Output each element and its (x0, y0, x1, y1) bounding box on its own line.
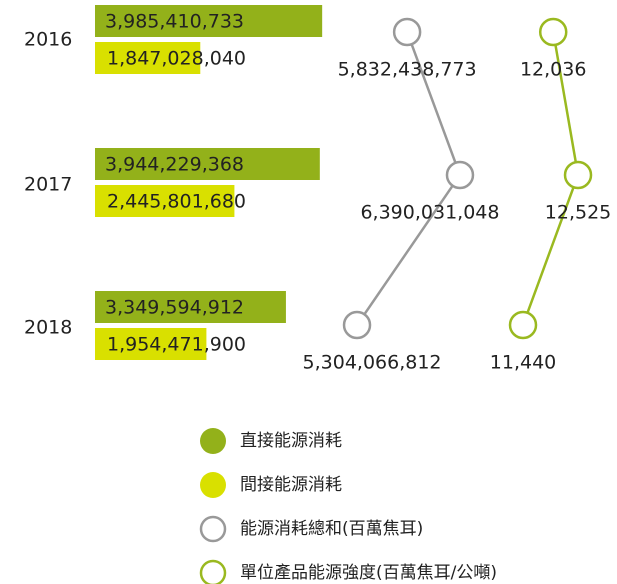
legend-text: 能源消耗總和(百萬焦耳) (240, 519, 423, 539)
point (445, 160, 475, 190)
point (392, 17, 422, 47)
year-label: 2018 (24, 317, 72, 339)
legend-marker (199, 515, 227, 543)
bar-label: 2,445,801,680 (107, 191, 246, 213)
point (538, 17, 568, 47)
legend-marker (200, 472, 226, 498)
point (342, 310, 372, 340)
point-label: 5,304,066,812 (303, 352, 442, 374)
bar-label: 3,349,594,912 (105, 297, 244, 319)
point (508, 310, 538, 340)
legend-text: 單位產品能源強度(百萬焦耳/公噸) (240, 563, 497, 583)
bar-label: 1,954,471,900 (107, 334, 246, 356)
point-label: 5,832,438,773 (338, 59, 477, 81)
year-label: 2017 (24, 174, 72, 196)
legend-marker (200, 428, 226, 454)
point-label: 11,440 (490, 352, 556, 374)
bar-label: 1,847,028,040 (107, 48, 246, 70)
bar-label: 3,944,229,368 (105, 154, 244, 176)
legend-text: 間接能源消耗 (240, 475, 342, 495)
bar (95, 5, 323, 37)
bar (95, 291, 286, 323)
bar-label: 3,985,410,733 (105, 11, 244, 33)
bar (95, 185, 235, 217)
bar (95, 148, 320, 180)
legend-text: 直接能源消耗 (240, 431, 342, 451)
point-label: 6,390,031,048 (360, 202, 499, 224)
point (563, 160, 593, 190)
legend-marker (199, 559, 227, 584)
line (526, 44, 578, 314)
bar (95, 42, 201, 74)
year-label: 2016 (24, 29, 72, 51)
bar (95, 328, 207, 360)
line (363, 43, 457, 315)
point-label: 12,525 (545, 202, 611, 224)
point-label: 12,036 (520, 59, 586, 81)
